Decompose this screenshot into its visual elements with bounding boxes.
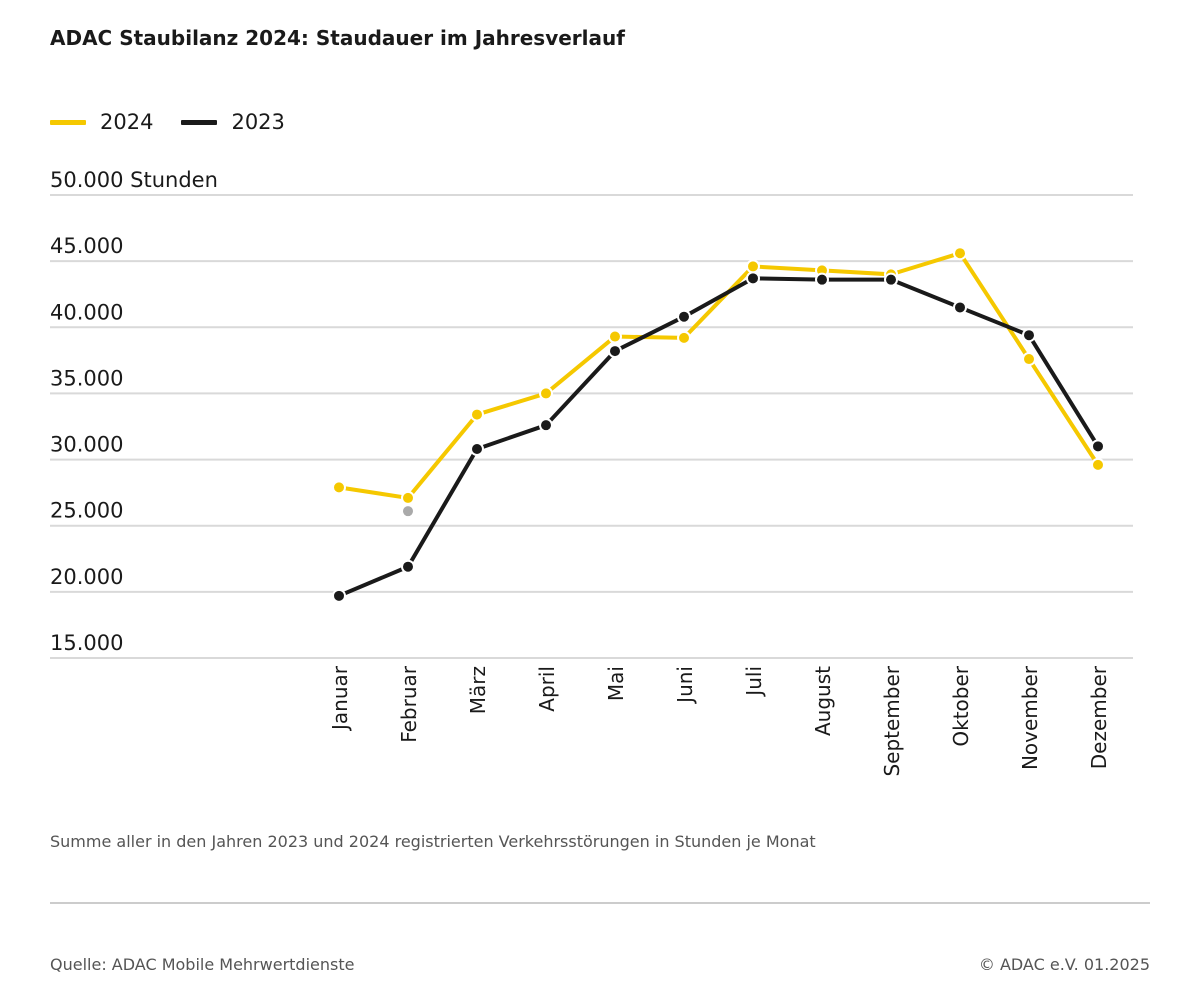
- data-point-2024: [332, 480, 346, 495]
- x-tick-label: August: [811, 666, 835, 736]
- legend-swatch-2023: [181, 119, 218, 125]
- y-tick-label: 30.000: [50, 433, 123, 457]
- data-point-2024: [470, 407, 484, 422]
- x-tick-label: März: [466, 666, 490, 714]
- data-point-2024: [1091, 457, 1105, 472]
- data-point-2023: [608, 344, 622, 359]
- data-point-marker-gray: [403, 506, 413, 517]
- y-tick-label: 25.000: [50, 499, 123, 523]
- x-tick-label: Juli: [742, 666, 766, 698]
- x-tick-label: September: [880, 665, 904, 776]
- data-point-2023: [539, 418, 553, 433]
- y-tick-label: 50.000 Stunden: [50, 168, 218, 192]
- chart-title: ADAC Staubilanz 2024: Staudauer im Jahre…: [50, 26, 625, 50]
- line-chart: 50.000 Stunden 45.000 40.000 35.000 30.000 25…: [50, 168, 1133, 777]
- x-tick-label: Juni: [673, 666, 697, 705]
- y-tick-label: 15.000: [50, 631, 123, 655]
- chart-note: Summe aller in den Jahren 2023 und 2024 …: [50, 832, 816, 851]
- legend-label-2024: 2024: [100, 110, 154, 134]
- legend-swatch-2024: [50, 119, 86, 125]
- x-tick-label: Mai: [604, 666, 628, 701]
- data-point-2024: [677, 330, 691, 345]
- x-tick-label: Dezember: [1087, 665, 1111, 769]
- data-point-2023: [1022, 328, 1036, 343]
- x-tick-label: Januar: [328, 665, 352, 732]
- data-point-2023: [401, 559, 415, 574]
- data-point-2023: [1091, 439, 1105, 454]
- series-line-2024: [337, 251, 1100, 500]
- series-line-2023: [337, 276, 1100, 598]
- x-tick-label: November: [1018, 665, 1042, 770]
- data-point-2024: [608, 329, 622, 344]
- footer-divider: [50, 902, 1150, 904]
- data-point-2023: [746, 271, 760, 286]
- data-point-2023: [815, 272, 829, 287]
- x-tick-label: Februar: [397, 665, 421, 743]
- data-point-2024: [1022, 352, 1036, 367]
- data-point-2024: [401, 490, 415, 505]
- data-point-2023: [332, 588, 346, 603]
- data-point-2023: [884, 272, 898, 287]
- data-point-2024: [746, 259, 760, 274]
- legend-label-2023: 2023: [231, 110, 285, 134]
- legend-item-2024: 2024: [50, 110, 153, 134]
- copyright-text: © ADAC e.V. 01.2025: [978, 955, 1150, 974]
- data-point-2023: [470, 441, 484, 456]
- data-point-2024: [539, 386, 553, 401]
- y-tick-label: 45.000: [50, 234, 123, 258]
- legend: 2024 2023: [50, 110, 313, 134]
- x-tick-label: April: [535, 666, 559, 712]
- y-tick-label: 40.000: [50, 300, 123, 324]
- data-point-2023: [953, 300, 967, 315]
- y-tick-label: 35.000: [50, 366, 123, 390]
- data-point-2024: [953, 246, 967, 261]
- y-tick-label: 20.000: [50, 565, 123, 589]
- source-text: Quelle: ADAC Mobile Mehrwertdienste: [50, 955, 355, 974]
- data-point-2023: [677, 309, 691, 324]
- x-tick-label: Oktober: [949, 665, 973, 746]
- legend-item-2023: 2023: [181, 110, 285, 134]
